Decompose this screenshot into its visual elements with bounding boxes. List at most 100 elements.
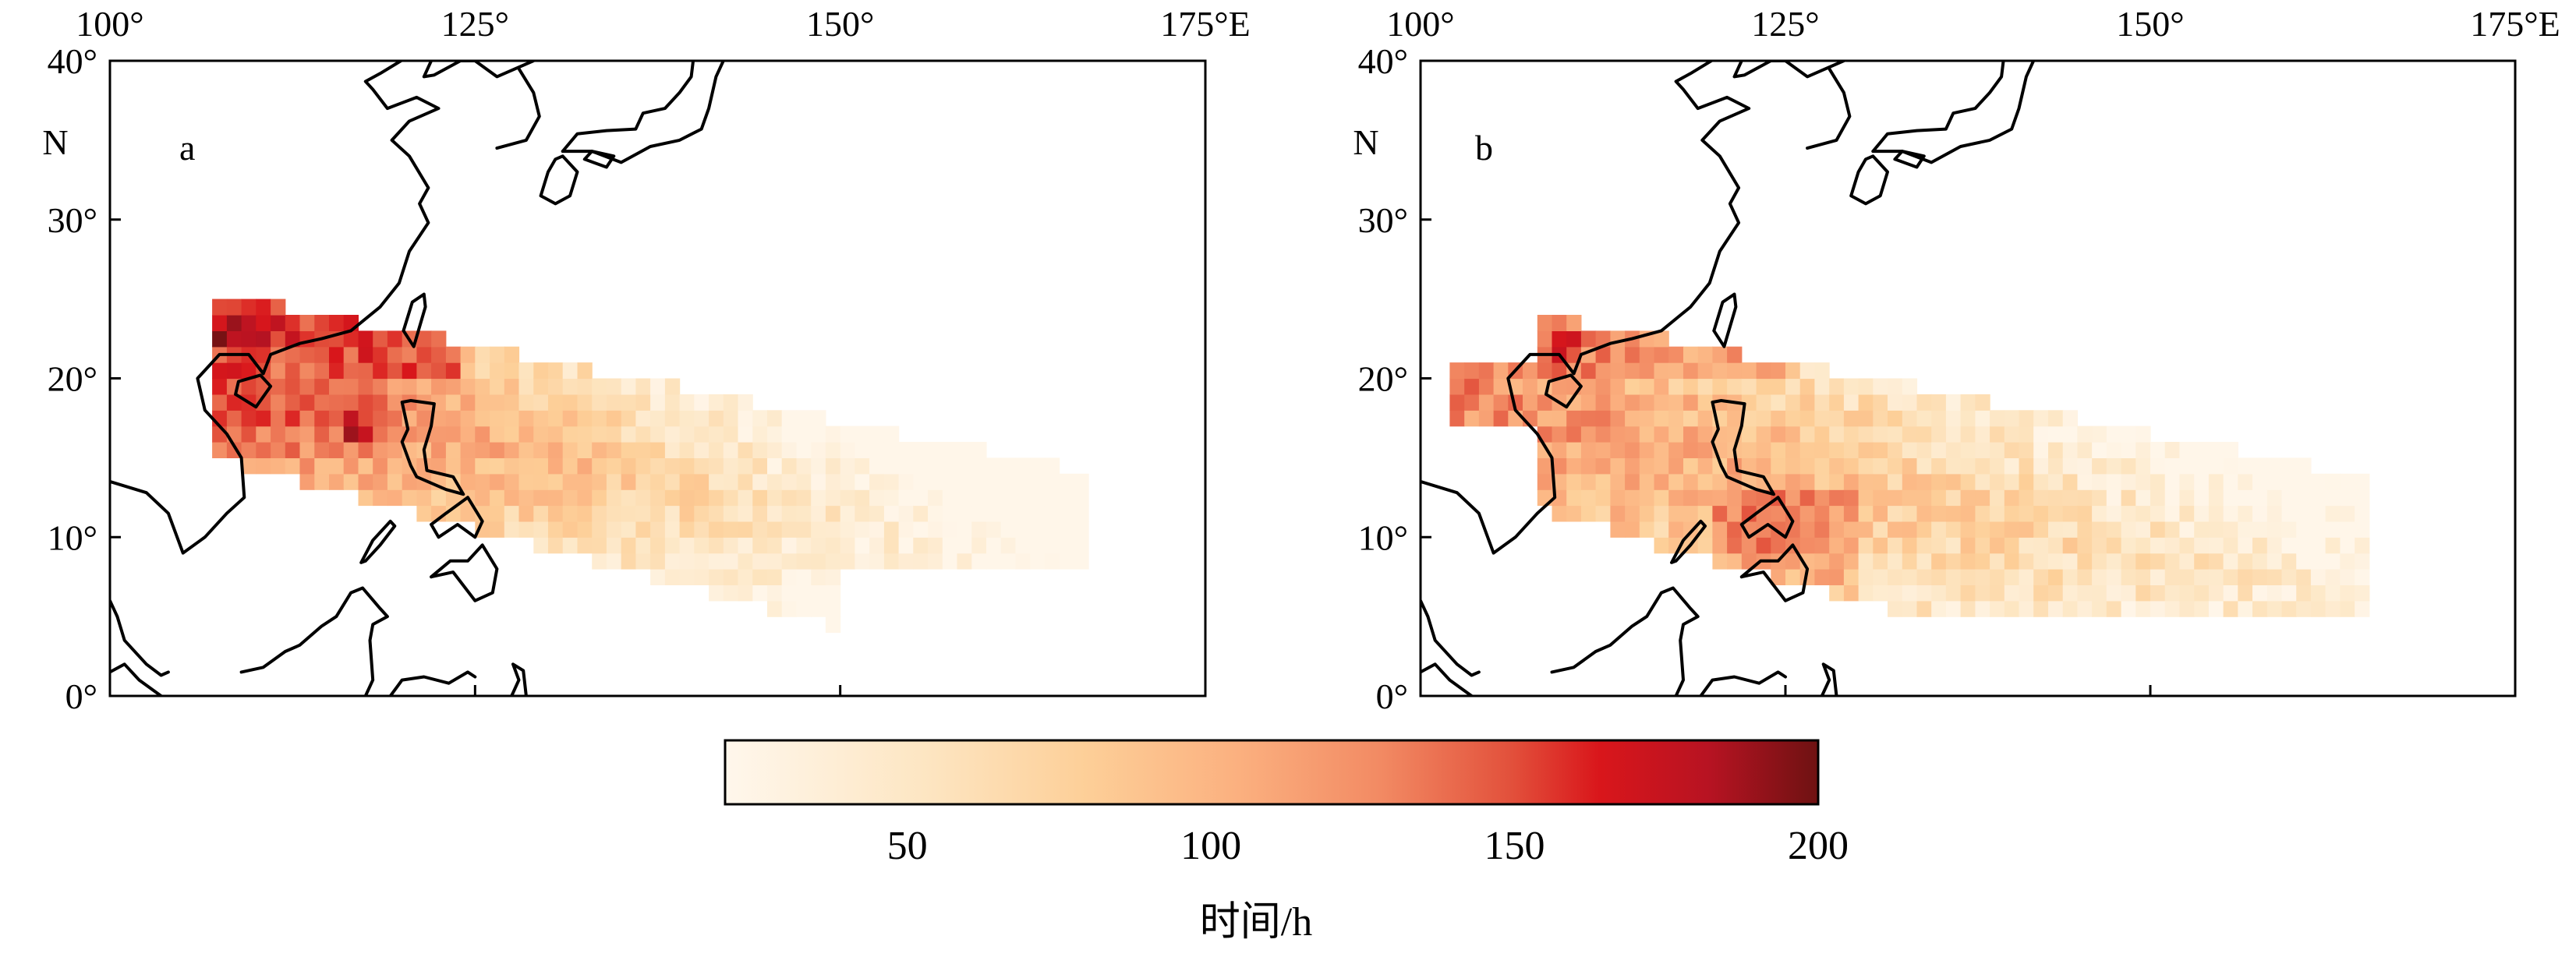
heatmap-cell <box>825 584 841 602</box>
heatmap-cell <box>1785 410 1801 427</box>
heatmap-cell <box>592 521 607 538</box>
heatmap-cell <box>2092 442 2107 458</box>
heatmap-cell <box>2340 473 2355 490</box>
heatmap-cell <box>1000 521 1016 538</box>
heatmap-cell <box>606 505 622 522</box>
heatmap-cell <box>752 584 768 602</box>
coastline <box>1550 586 1700 696</box>
heatmap-cell <box>226 330 242 348</box>
heatmap-cell <box>986 521 1002 538</box>
heatmap-cell <box>314 378 330 395</box>
heatmap-cell <box>1639 442 1655 458</box>
heatmap-cell <box>1712 553 1728 570</box>
heatmap-cell <box>1523 394 1538 411</box>
heatmap-cell <box>343 410 359 427</box>
heatmap-cell <box>2004 426 2020 443</box>
heatmap-cell <box>490 521 505 538</box>
heatmap-cell <box>358 330 373 348</box>
heatmap-cell <box>299 473 315 490</box>
heatmap-cell <box>1712 378 1728 395</box>
colorbar-tick-label: 200 <box>1788 824 1849 868</box>
heatmap-cell <box>2019 505 2034 522</box>
heatmap-cell <box>1044 521 1060 538</box>
heatmap-cell <box>2296 584 2312 602</box>
heatmap-cell <box>1610 505 1626 522</box>
heatmap-cell <box>621 473 636 490</box>
heatmap-cell <box>2252 473 2268 490</box>
heatmap-cell <box>1654 505 1669 522</box>
heatmap-cell <box>1552 442 1567 458</box>
panel-label-b: b <box>1475 128 1493 168</box>
heatmap-cell <box>2281 584 2297 602</box>
coastline <box>359 519 397 564</box>
heatmap-cell <box>2150 505 2166 522</box>
heatmap-cell <box>811 442 826 458</box>
heatmap-cell <box>855 473 870 490</box>
heatmap-cell <box>2164 569 2180 585</box>
heatmap-cell <box>1945 537 1962 554</box>
heatmap-cell <box>1464 410 1480 427</box>
coastline <box>1545 373 1583 409</box>
heatmap-cell <box>1000 537 1016 554</box>
heatmap-cell <box>1727 410 1743 427</box>
heatmap-cell <box>957 537 972 554</box>
heatmap-cell <box>1537 394 1553 411</box>
heatmap-cell <box>957 553 972 570</box>
heatmap-cell <box>1595 489 1611 507</box>
heatmap-cell <box>226 394 242 411</box>
heatmap-cell <box>592 537 607 554</box>
heatmap-cell <box>533 426 549 443</box>
heatmap-cell <box>1814 569 1830 585</box>
heatmap-cell <box>2266 600 2283 617</box>
heatmap-cell <box>1625 362 1640 380</box>
heatmap-cell <box>226 362 242 380</box>
heatmap-cell <box>1771 378 1786 395</box>
heatmap-cell <box>1771 442 1786 458</box>
heatmap-cell <box>2019 426 2034 443</box>
heatmap-cell <box>2281 505 2297 522</box>
heatmap-cell <box>2135 457 2151 475</box>
heatmap-cell <box>2252 521 2268 538</box>
panel-label-a: a <box>179 128 195 168</box>
heatmap-cell <box>635 537 651 554</box>
heatmap-cell <box>1015 521 1031 538</box>
heatmap-cell <box>1595 410 1611 427</box>
heatmap-cell <box>1960 394 1976 411</box>
heatmap-cell <box>1566 489 1582 507</box>
heatmap-cell <box>1741 489 1757 507</box>
heatmap-cell <box>2310 489 2327 507</box>
heatmap-cell <box>957 489 972 507</box>
heatmap-cell <box>475 346 490 363</box>
heatmap-cell <box>2121 489 2136 507</box>
heatmap-cell <box>1712 346 1728 363</box>
heatmap-cell <box>1814 362 1830 380</box>
heatmap-cell <box>1712 473 1728 490</box>
heatmap-cell <box>723 569 739 585</box>
heatmap-cell <box>2179 505 2195 522</box>
heatmap-cell <box>650 537 666 554</box>
heatmap-cell <box>1639 346 1655 363</box>
heatmap-cell <box>1829 553 1845 570</box>
heatmap-cell <box>1799 489 1815 507</box>
heatmap-cell <box>825 473 841 490</box>
heatmap-cell <box>2208 521 2224 538</box>
heatmap-cell <box>1654 378 1669 395</box>
heatmap-cell <box>2325 521 2341 538</box>
heatmap-cell <box>2325 553 2341 570</box>
heatmap-cell <box>212 298 228 316</box>
heatmap-cell <box>2077 442 2093 458</box>
heatmap-cell <box>1990 505 2005 522</box>
heatmap-cell <box>855 457 870 475</box>
heatmap-cell <box>2208 553 2224 570</box>
heatmap-cell <box>1697 489 1713 507</box>
heatmap-cell <box>1015 553 1031 570</box>
heatmap-cell <box>840 489 855 507</box>
heatmap-cell <box>2208 505 2224 522</box>
heatmap-cell <box>2208 584 2224 602</box>
heatmap-cell <box>2135 426 2151 443</box>
heatmap-cell <box>431 442 447 458</box>
heatmap-cell <box>694 394 709 411</box>
heatmap-cell <box>752 521 768 538</box>
heatmap-cell <box>2194 457 2210 475</box>
heatmap-cell <box>299 426 315 443</box>
